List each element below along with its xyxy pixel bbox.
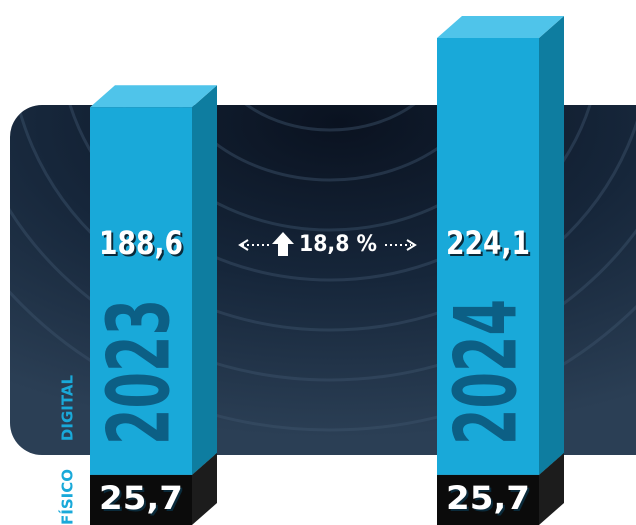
bar-side <box>539 16 564 475</box>
bar-top <box>90 85 217 108</box>
bar <box>437 38 539 475</box>
bar-side <box>192 85 217 475</box>
value-label: 188,6 <box>99 224 183 262</box>
bar <box>90 474 192 525</box>
value-label: 25,7 <box>99 479 183 517</box>
arrow-head <box>413 491 424 503</box>
arrow-head <box>238 239 249 251</box>
up-arrow <box>272 232 294 256</box>
bar-top <box>437 16 564 38</box>
bar-side <box>539 452 564 525</box>
legend-label: FÍSICO <box>58 469 77 525</box>
value-label: 25,7 <box>446 479 530 517</box>
value-label-shadow: 224,1 <box>448 226 532 264</box>
value-label-shadow: 188,6 <box>101 226 185 264</box>
value-label-shadow: 25,7 <box>448 481 532 519</box>
change-arrows: 18,8 % 0,03 % <box>238 232 424 509</box>
category-label: 2023 <box>89 299 189 445</box>
legend-label: DIGITAL <box>59 374 77 441</box>
value-label-shadow: 25,7 <box>101 481 185 519</box>
bar <box>90 107 192 475</box>
bar <box>437 474 539 525</box>
up-arrow <box>272 484 294 508</box>
value-label: 224,1 <box>446 224 530 262</box>
change-label: 18,8 % <box>299 232 377 257</box>
arrow-head <box>238 491 249 503</box>
category-label: 2024 <box>436 299 536 445</box>
bar-side <box>192 452 217 525</box>
change-label: 0,03 % <box>299 484 383 509</box>
arrow-head <box>406 239 417 251</box>
